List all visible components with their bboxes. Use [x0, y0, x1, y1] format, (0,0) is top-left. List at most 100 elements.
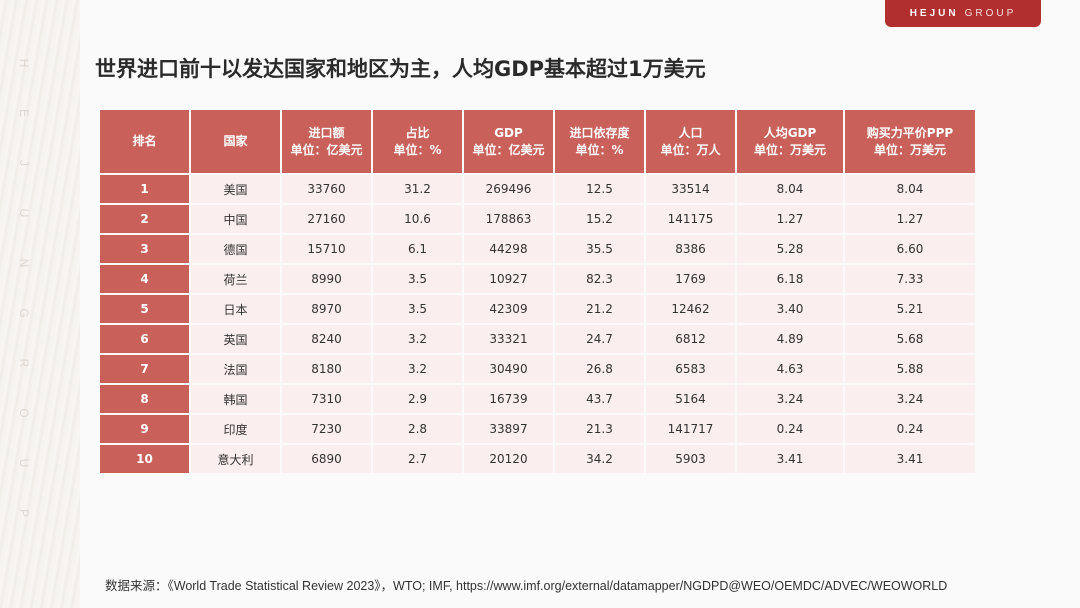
table-cell: 6583: [646, 355, 735, 383]
table-cell: 141175: [646, 205, 735, 233]
table-cell: 韩国: [191, 385, 280, 413]
column-header: 人口单位：万人: [646, 110, 735, 173]
table-row: 6 英国 8240 3.2 33321 24.7 6812 4.89 5.68: [100, 325, 975, 353]
table-cell: 178863: [464, 205, 553, 233]
table-cell: 33514: [646, 175, 735, 203]
table-cell: 44298: [464, 235, 553, 263]
table-cell: 33321: [464, 325, 553, 353]
column-header-unit: 单位：%: [575, 142, 624, 157]
table-cell: 6.60: [845, 235, 975, 263]
brand-name-light: GROUP: [964, 8, 1017, 19]
column-header-unit: 单位：万人: [660, 142, 721, 157]
table-cell: 6812: [646, 325, 735, 353]
rank-cell: 8: [100, 385, 189, 413]
page-title: 世界进口前十以发达国家和地区为主，人均GDP基本超过1万美元: [95, 57, 706, 81]
table-cell: 德国: [191, 235, 280, 263]
table-row: 3 德国 15710 6.1 44298 35.5 8386 5.28 6.60: [100, 235, 975, 263]
import-ranking-table: 排名 国家 进口额 单位：亿美元 占比 单位：% GDP 单位：亿美元 进口依存度 单位：% 人口单…: [98, 108, 977, 475]
table-cell: 3.41: [737, 445, 843, 473]
rank-cell: 1: [100, 175, 189, 203]
column-header-unit: 单位：万美元: [873, 142, 946, 157]
table-cell: 2.7: [373, 445, 462, 473]
table-row: 2 中国 27160 10.6 178863 15.2 141175 1.27 1.27: [100, 205, 975, 233]
table-cell: 141717: [646, 415, 735, 443]
rank-cell: 10: [100, 445, 189, 473]
table-cell: 6.1: [373, 235, 462, 263]
side-letter: U: [17, 208, 31, 218]
table-cell: 3.2: [373, 355, 462, 383]
table-cell: 意大利: [191, 445, 280, 473]
table-cell: 3.5: [373, 295, 462, 323]
table-row: 10 意大利 6890 2.7 20120 34.2 5903 3.41 3.41: [100, 445, 975, 473]
table-cell: 21.2: [555, 295, 644, 323]
table-cell: 中国: [191, 205, 280, 233]
table-cell: 34.2: [555, 445, 644, 473]
table-cell: 10927: [464, 265, 553, 293]
table-cell: 3.24: [737, 385, 843, 413]
rank-cell: 4: [100, 265, 189, 293]
table-cell: 15.2: [555, 205, 644, 233]
table-cell: 8180: [282, 355, 371, 383]
rank-cell: 9: [100, 415, 189, 443]
rank-cell: 3: [100, 235, 189, 263]
column-header: GDP 单位：亿美元: [464, 110, 553, 173]
table-row: 8 韩国 7310 2.9 16739 43.7 5164 3.24 3.24: [100, 385, 975, 413]
table-cell: 8240: [282, 325, 371, 353]
side-letter: P: [17, 508, 31, 517]
table-cell: 1.27: [737, 205, 843, 233]
rank-cell: 2: [100, 205, 189, 233]
table-cell: 15710: [282, 235, 371, 263]
column-header-unit: 单位：亿美元: [290, 142, 363, 157]
table-cell: 英国: [191, 325, 280, 353]
table-cell: 8.04: [737, 175, 843, 203]
table-cell: 0.24: [737, 415, 843, 443]
column-header-title: 人口: [678, 125, 703, 140]
table-cell: 3.5: [373, 265, 462, 293]
table-cell: 8.04: [845, 175, 975, 203]
column-header-unit: 单位：亿美元: [472, 142, 545, 157]
column-header: 购买力平价PPP 单位：万美元: [845, 110, 975, 173]
table-cell: 33760: [282, 175, 371, 203]
table-cell: 21.3: [555, 415, 644, 443]
table-cell: 24.7: [555, 325, 644, 353]
table-cell: 8970: [282, 295, 371, 323]
table-cell: 日本: [191, 295, 280, 323]
table-header-row: 排名 国家 进口额 单位：亿美元 占比 单位：% GDP 单位：亿美元 进口依存度 单位：% 人口单…: [100, 110, 975, 173]
column-header: 进口额 单位：亿美元: [282, 110, 371, 173]
table-row: 5 日本 8970 3.5 42309 21.2 12462 3.40 5.21: [100, 295, 975, 323]
column-header: 进口依存度 单位：%: [555, 110, 644, 173]
table-cell: 31.2: [373, 175, 462, 203]
column-header-title: 占比: [405, 125, 430, 140]
column-header-unit: 单位：万美元: [753, 142, 826, 157]
table-cell: 269496: [464, 175, 553, 203]
table-cell: 42309: [464, 295, 553, 323]
table-cell: 5.28: [737, 235, 843, 263]
table-cell: 5.88: [845, 355, 975, 383]
side-letter: N: [17, 258, 31, 268]
side-letter: U: [17, 458, 31, 468]
brand-name-bold: HEJUN: [909, 8, 959, 19]
table-cell: 43.7: [555, 385, 644, 413]
table-cell: 30490: [464, 355, 553, 383]
table-cell: 1.27: [845, 205, 975, 233]
table-row: 9 印度 7230 2.8 33897 21.3 141717 0.24 0.24: [100, 415, 975, 443]
table-cell: 7.33: [845, 265, 975, 293]
column-header-unit: 单位：%: [393, 142, 442, 157]
column-header-title: 人均GDP: [763, 125, 817, 140]
table-cell: 10.6: [373, 205, 462, 233]
table-cell: 5.68: [845, 325, 975, 353]
rank-cell: 7: [100, 355, 189, 383]
table-cell: 4.89: [737, 325, 843, 353]
table-cell: 法国: [191, 355, 280, 383]
side-letter: O: [17, 408, 31, 418]
table-cell: 荷兰: [191, 265, 280, 293]
table-cell: 5.21: [845, 295, 975, 323]
table-cell: 3.41: [845, 445, 975, 473]
table-cell: 美国: [191, 175, 280, 203]
side-letter: R: [17, 358, 31, 368]
table-cell: 印度: [191, 415, 280, 443]
column-header-title: GDP: [494, 125, 523, 140]
table-cell: 0.24: [845, 415, 975, 443]
decorative-side-band: [0, 0, 80, 608]
table-cell: 16739: [464, 385, 553, 413]
